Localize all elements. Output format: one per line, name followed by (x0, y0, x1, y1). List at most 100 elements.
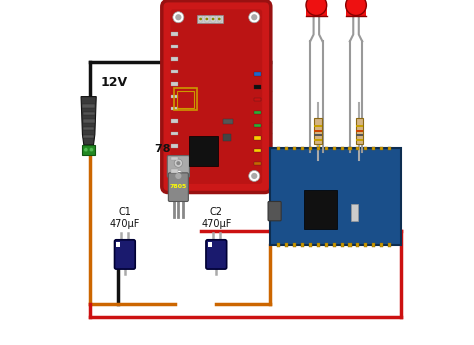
FancyBboxPatch shape (168, 173, 188, 201)
Bar (293, 147, 296, 150)
Bar (309, 147, 312, 150)
Text: 7805: 7805 (170, 185, 187, 189)
Bar (189, 136, 218, 166)
Bar (380, 147, 383, 150)
Bar (171, 45, 178, 48)
Bar (254, 85, 261, 89)
Bar (388, 243, 391, 247)
Bar (171, 107, 178, 110)
Bar (83, 127, 94, 130)
Bar (171, 95, 178, 98)
Bar (325, 243, 328, 247)
Bar (205, 16, 209, 22)
Bar (82, 145, 95, 155)
Bar (301, 147, 304, 150)
Bar (83, 119, 95, 123)
Bar (223, 134, 231, 141)
Bar (317, 147, 320, 150)
Circle shape (212, 18, 214, 20)
Circle shape (249, 12, 260, 23)
Bar (348, 243, 352, 247)
Bar (314, 130, 322, 132)
Circle shape (174, 159, 182, 167)
Bar (304, 190, 337, 229)
Bar (254, 162, 261, 165)
Bar (171, 144, 178, 148)
Circle shape (173, 12, 184, 23)
Circle shape (346, 0, 366, 16)
Bar (340, 243, 344, 247)
Bar (325, 147, 328, 150)
Bar (254, 72, 261, 76)
Bar (365, 147, 367, 150)
FancyBboxPatch shape (162, 1, 271, 193)
FancyBboxPatch shape (268, 201, 281, 221)
Circle shape (205, 18, 208, 20)
Bar (356, 125, 363, 127)
Bar (277, 147, 280, 150)
Bar (171, 70, 178, 73)
Bar (356, 135, 363, 137)
Bar (309, 243, 312, 247)
Bar (197, 15, 223, 23)
Bar (218, 16, 221, 22)
Bar (171, 132, 178, 135)
Circle shape (84, 148, 88, 152)
Bar (254, 111, 261, 114)
Bar (314, 139, 322, 141)
Bar (356, 130, 363, 132)
Text: 7805 IC: 7805 IC (155, 144, 202, 154)
Bar (365, 243, 367, 247)
FancyBboxPatch shape (115, 240, 135, 269)
Bar (254, 124, 261, 127)
Bar (171, 157, 178, 160)
Bar (171, 119, 178, 123)
Bar (82, 112, 95, 115)
Bar (208, 242, 212, 247)
Bar (116, 242, 120, 247)
Bar (254, 98, 261, 101)
Bar (306, 5, 327, 16)
Bar (82, 104, 95, 108)
Bar (317, 243, 320, 247)
Bar (171, 82, 178, 86)
Bar (177, 91, 194, 108)
Bar (199, 16, 202, 22)
Circle shape (175, 14, 182, 20)
Bar (351, 204, 358, 221)
Bar (285, 147, 288, 150)
Bar (211, 16, 215, 22)
FancyBboxPatch shape (206, 240, 227, 269)
FancyBboxPatch shape (171, 9, 262, 184)
Bar (301, 243, 304, 247)
Circle shape (251, 14, 257, 20)
FancyBboxPatch shape (167, 156, 190, 177)
Bar (171, 57, 178, 61)
Bar (372, 243, 375, 247)
Bar (171, 32, 178, 36)
Bar (254, 136, 261, 140)
Text: 12V: 12V (101, 76, 128, 89)
Circle shape (173, 170, 184, 181)
Bar (314, 125, 322, 127)
Bar (333, 147, 336, 150)
Bar (174, 88, 197, 110)
Text: C1
470μF: C1 470μF (109, 207, 140, 229)
Bar (314, 135, 322, 137)
Circle shape (176, 161, 181, 165)
Bar (223, 119, 233, 124)
Bar (83, 135, 94, 138)
Bar (285, 243, 288, 247)
Circle shape (199, 18, 202, 20)
Circle shape (218, 18, 221, 20)
Bar (277, 243, 280, 247)
Bar (340, 147, 344, 150)
Text: C2
470μF: C2 470μF (201, 207, 231, 229)
Bar (356, 118, 363, 144)
Bar (348, 147, 352, 150)
Polygon shape (81, 97, 96, 145)
Bar (346, 5, 366, 16)
Circle shape (306, 0, 327, 16)
Bar (254, 149, 261, 152)
Circle shape (251, 173, 257, 179)
